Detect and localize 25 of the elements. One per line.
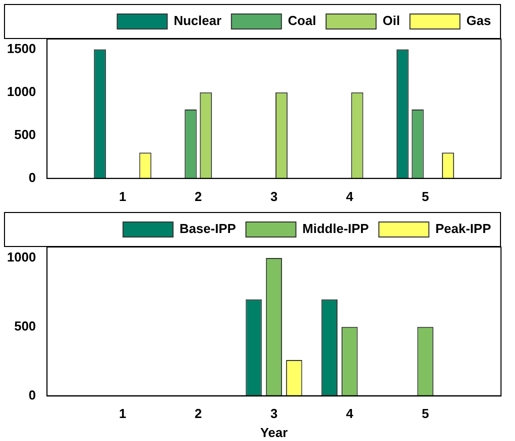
legend-label: Peak-IPP: [435, 221, 492, 236]
y-tick-label: 500: [14, 126, 36, 142]
y-tick-label: 1000: [7, 250, 36, 265]
legend-label: Middle-IPP: [302, 221, 370, 236]
y-tick-label: 0: [28, 170, 36, 185]
y-tick-label: 1000: [7, 84, 36, 99]
x-tick-label: 4: [346, 188, 354, 204]
x-tick-label: 3: [270, 188, 278, 204]
y-tick-label: 0: [28, 387, 36, 402]
x-tick-label: 5: [422, 188, 429, 204]
x-tick-label: 1: [118, 188, 126, 204]
y-tick-label: 500: [14, 318, 36, 334]
x-tick-label: 2: [194, 188, 202, 204]
legend-label: Coal: [288, 13, 316, 28]
x-tick-label: 1: [118, 406, 126, 422]
y-tick-label: 1500: [7, 40, 36, 56]
legend-label: Base-IPP: [180, 221, 236, 236]
x-axis-title: Year: [260, 424, 288, 440]
x-tick-label: 3: [270, 406, 278, 422]
x-tick-label: 4: [346, 406, 354, 422]
legend-label: Oil: [382, 13, 400, 28]
x-tick-label: 5: [422, 406, 429, 422]
legend-label: Gas: [466, 13, 492, 28]
legend-label: Nuclear: [174, 13, 222, 28]
x-tick-label: 2: [194, 406, 202, 422]
